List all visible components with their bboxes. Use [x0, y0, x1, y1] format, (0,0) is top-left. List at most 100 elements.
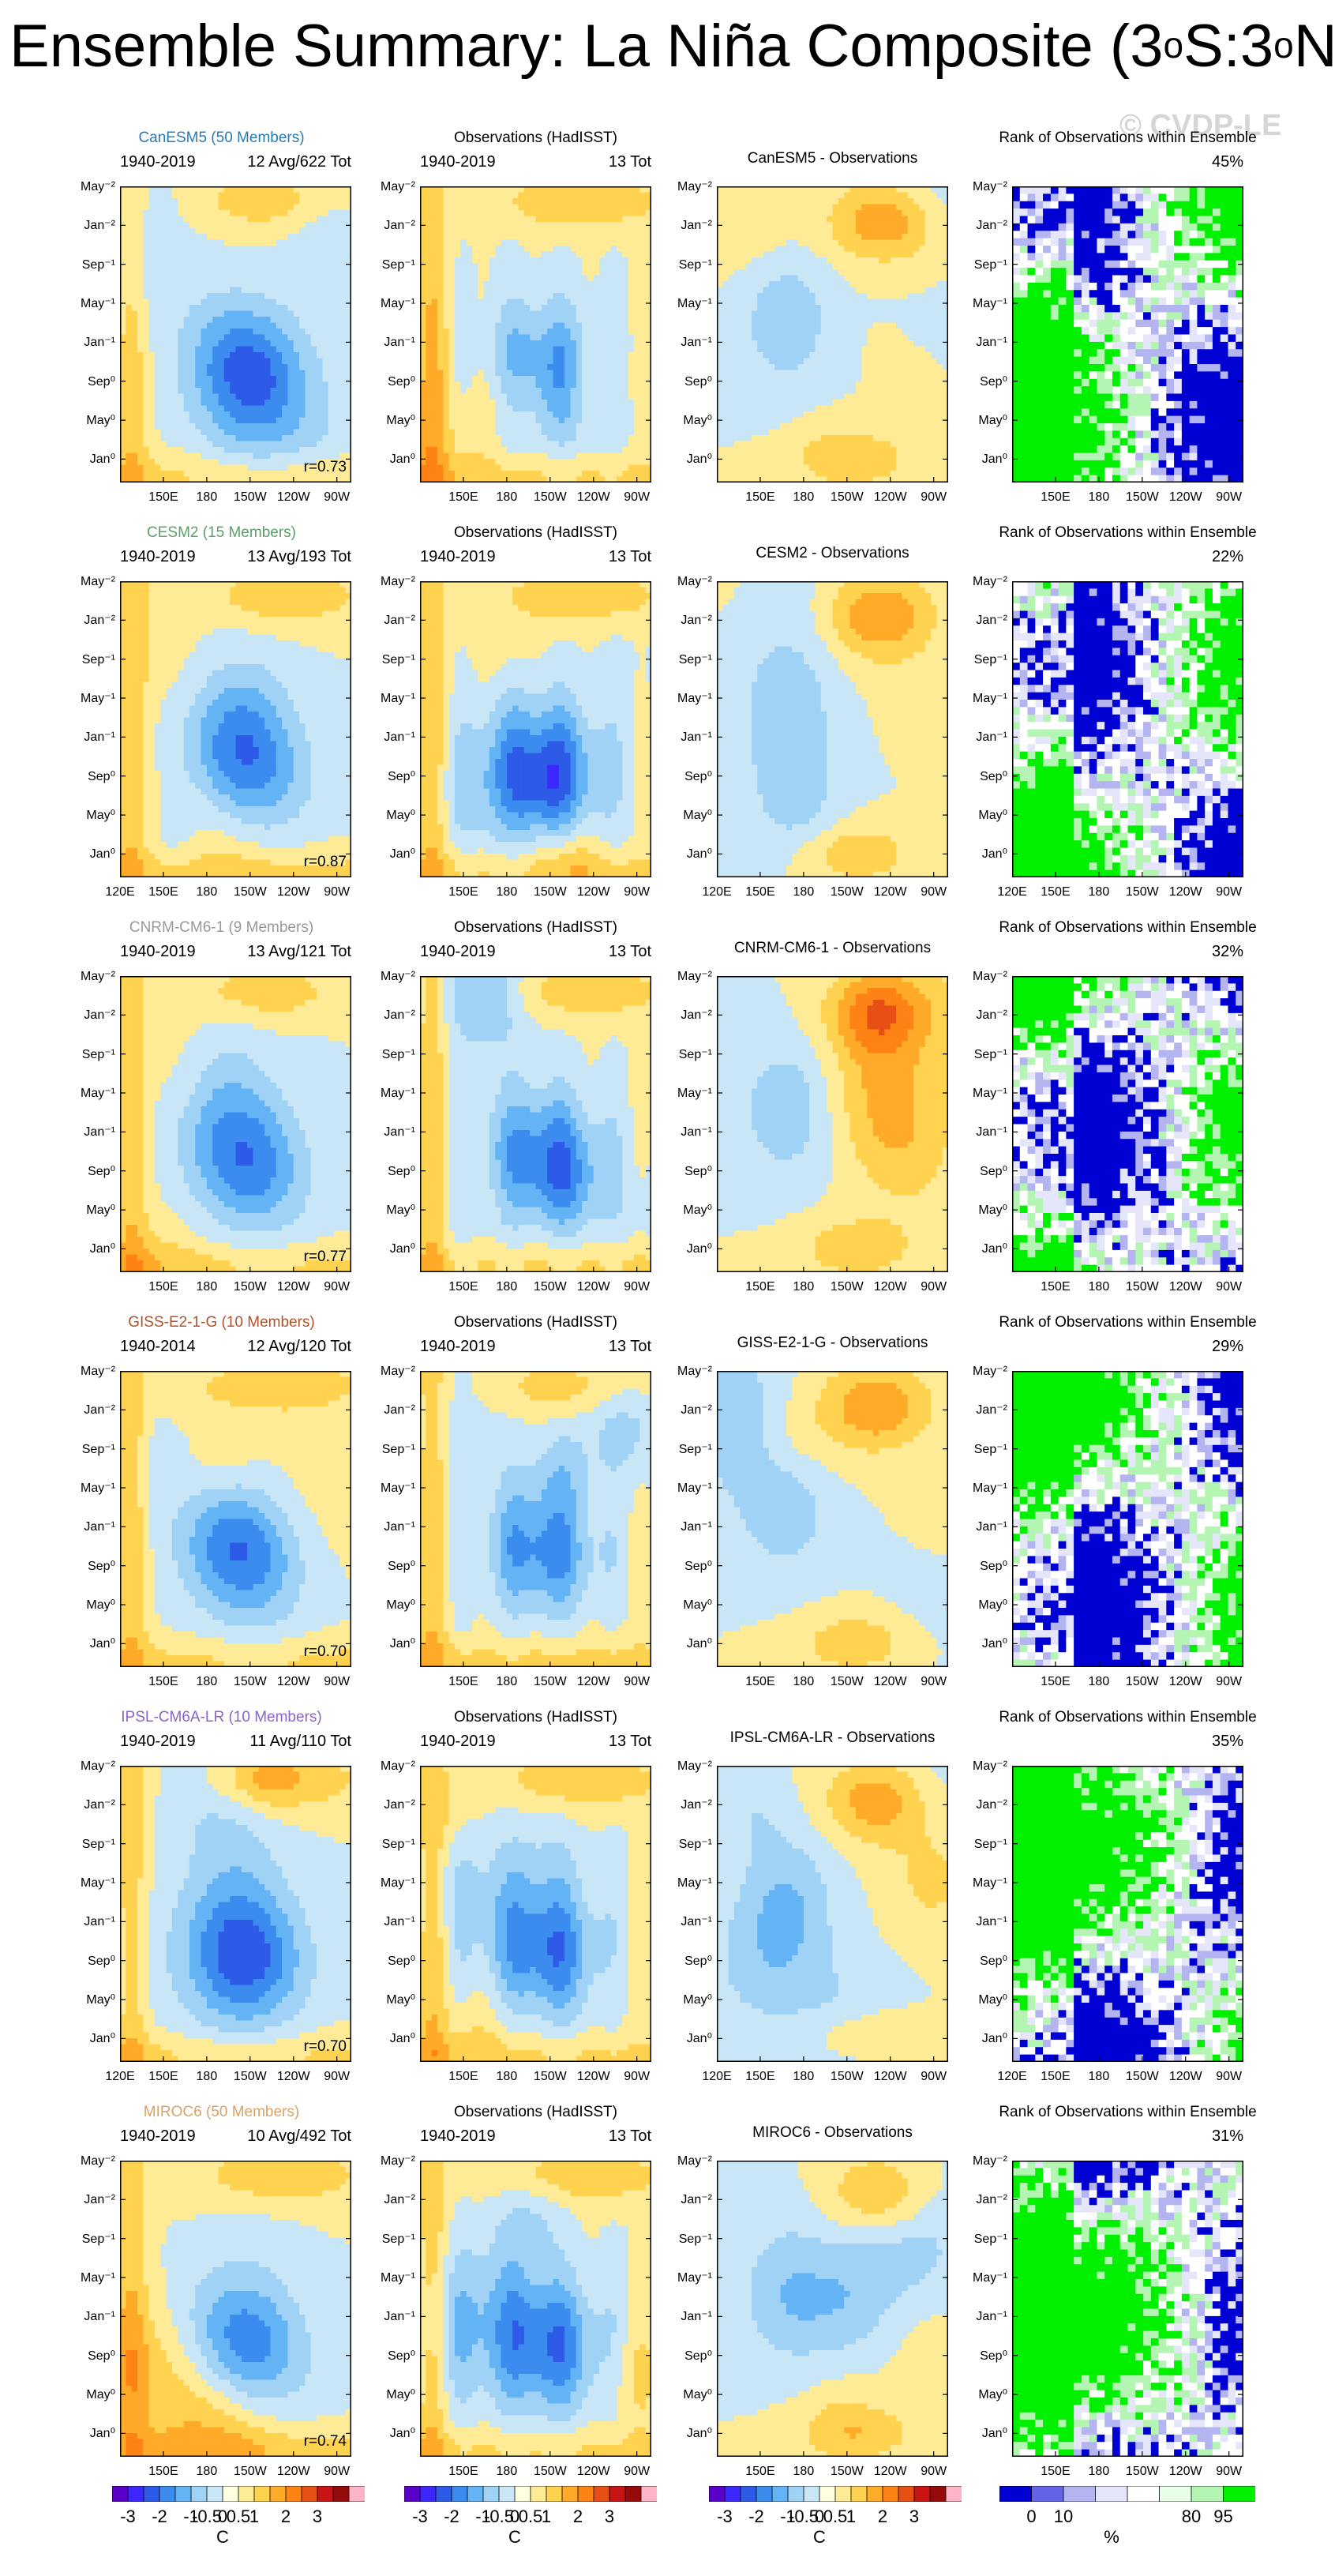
heatmap-cell: [570, 257, 577, 265]
heatmap-cell: [310, 435, 317, 442]
heatmap-cell: [599, 464, 606, 471]
heatmap-cell: [120, 251, 126, 258]
heatmap-cell: [890, 269, 897, 276]
heatmap-cell: [328, 305, 335, 312]
heatmap-cell: [322, 263, 329, 270]
heatmap-cell: [247, 441, 254, 448]
heatmap-cell: [541, 216, 548, 223]
heatmap-cell: [148, 299, 156, 306]
heatmap-cell: [582, 459, 589, 466]
heatmap-cell: [733, 227, 741, 235]
heatmap-cell: [460, 186, 467, 193]
heatmap-cell: [518, 317, 525, 324]
heatmap-cell: [913, 257, 920, 265]
heatmap-cell: [558, 281, 565, 288]
heatmap-cell: [206, 263, 213, 270]
heatmap-cell: [558, 299, 565, 306]
heatmap-cell: [815, 222, 822, 229]
heatmap-cell: [617, 275, 623, 282]
heatmap-cell: [547, 299, 554, 306]
heatmap-cell: [518, 352, 525, 359]
heatmap-cell: [541, 287, 548, 294]
heatmap-cell: [501, 471, 508, 478]
heatmap-cell: [328, 263, 335, 270]
heatmap-cell: [454, 257, 461, 265]
heatmap-cell: [287, 329, 294, 336]
heatmap-cell: [628, 352, 635, 359]
heatmap-cell: [206, 317, 213, 324]
heatmap-cell: [466, 186, 473, 193]
heatmap-cell: [553, 263, 560, 270]
panel-frame: [420, 186, 651, 483]
heatmap-cell: [426, 198, 433, 205]
heatmap-cell: [334, 400, 340, 407]
heatmap-cell: [757, 198, 764, 205]
heatmap-cell: [287, 251, 294, 258]
heatmap-cell: [270, 471, 277, 478]
heatmap-cell: [506, 417, 513, 424]
heatmap-cell: [797, 210, 804, 217]
heatmap-cell: [137, 471, 144, 478]
heatmap-cell: [287, 299, 294, 306]
heatmap-cell: [478, 310, 485, 317]
heatmap-cell: [890, 299, 897, 306]
heatmap-cell: [872, 239, 879, 246]
heatmap-cell: [454, 435, 461, 442]
heatmap-cell: [722, 263, 729, 270]
heatmap-cell: [512, 452, 519, 460]
y-tick-label: Jan⁻²: [60, 217, 115, 233]
heatmap-cell: [339, 411, 347, 419]
heatmap-cell: [305, 400, 312, 407]
heatmap-cell: [448, 204, 456, 211]
heatmap-cell: [628, 334, 635, 341]
heatmap-cell: [276, 305, 283, 312]
heatmap-cell: [733, 222, 741, 229]
heatmap-cell: [276, 417, 283, 424]
heatmap-cell: [431, 263, 438, 270]
heatmap-cell: [120, 269, 126, 276]
heatmap-cell: [218, 423, 225, 430]
heatmap-cell: [483, 411, 490, 419]
heatmap-cell: [582, 447, 589, 454]
heatmap-cell: [420, 358, 426, 365]
heatmap-cell: [832, 293, 839, 300]
heatmap-cell: [443, 322, 450, 329]
heatmap-cell: [622, 186, 629, 193]
heatmap-cell: [786, 317, 793, 324]
heatmap-cell: [178, 381, 185, 389]
heatmap-cell: [189, 322, 196, 329]
heatmap-cell: [322, 435, 329, 442]
heatmap-cell: [171, 281, 178, 288]
heatmap-cell: [293, 471, 300, 478]
heatmap-cell: [774, 263, 782, 270]
heatmap-cell: [587, 310, 594, 317]
heatmap-cell: [443, 234, 450, 241]
heatmap-cell: [605, 423, 612, 430]
heatmap-cell: [317, 317, 323, 324]
heatmap-cell: [512, 358, 519, 365]
heatmap-cell: [218, 381, 225, 389]
heatmap-cell: [235, 234, 242, 241]
heatmap-cell: [241, 447, 248, 454]
heatmap-cell: [587, 251, 594, 258]
heatmap-cell: [530, 464, 537, 471]
y-tick-label: May⁰: [60, 412, 115, 428]
heatmap-cell: [322, 281, 329, 288]
heatmap-cell: [431, 192, 438, 199]
heatmap-cell: [322, 210, 329, 217]
heatmap-cell: [587, 476, 594, 483]
heatmap-cell: [639, 234, 647, 241]
heatmap-cell: [322, 429, 329, 436]
heatmap-cell: [605, 192, 612, 199]
heatmap-cell: [437, 405, 444, 412]
heatmap-cell: [420, 370, 426, 377]
heatmap-cell: [855, 293, 862, 300]
heatmap-cell: [218, 227, 225, 235]
heatmap-cell: [328, 476, 335, 483]
heatmap-cell: [523, 192, 531, 199]
heatmap-cell: [230, 411, 237, 419]
heatmap-cell: [334, 257, 340, 265]
heatmap-cell: [780, 222, 787, 229]
heatmap-cell: [564, 452, 572, 460]
heatmap-cell: [728, 310, 735, 317]
